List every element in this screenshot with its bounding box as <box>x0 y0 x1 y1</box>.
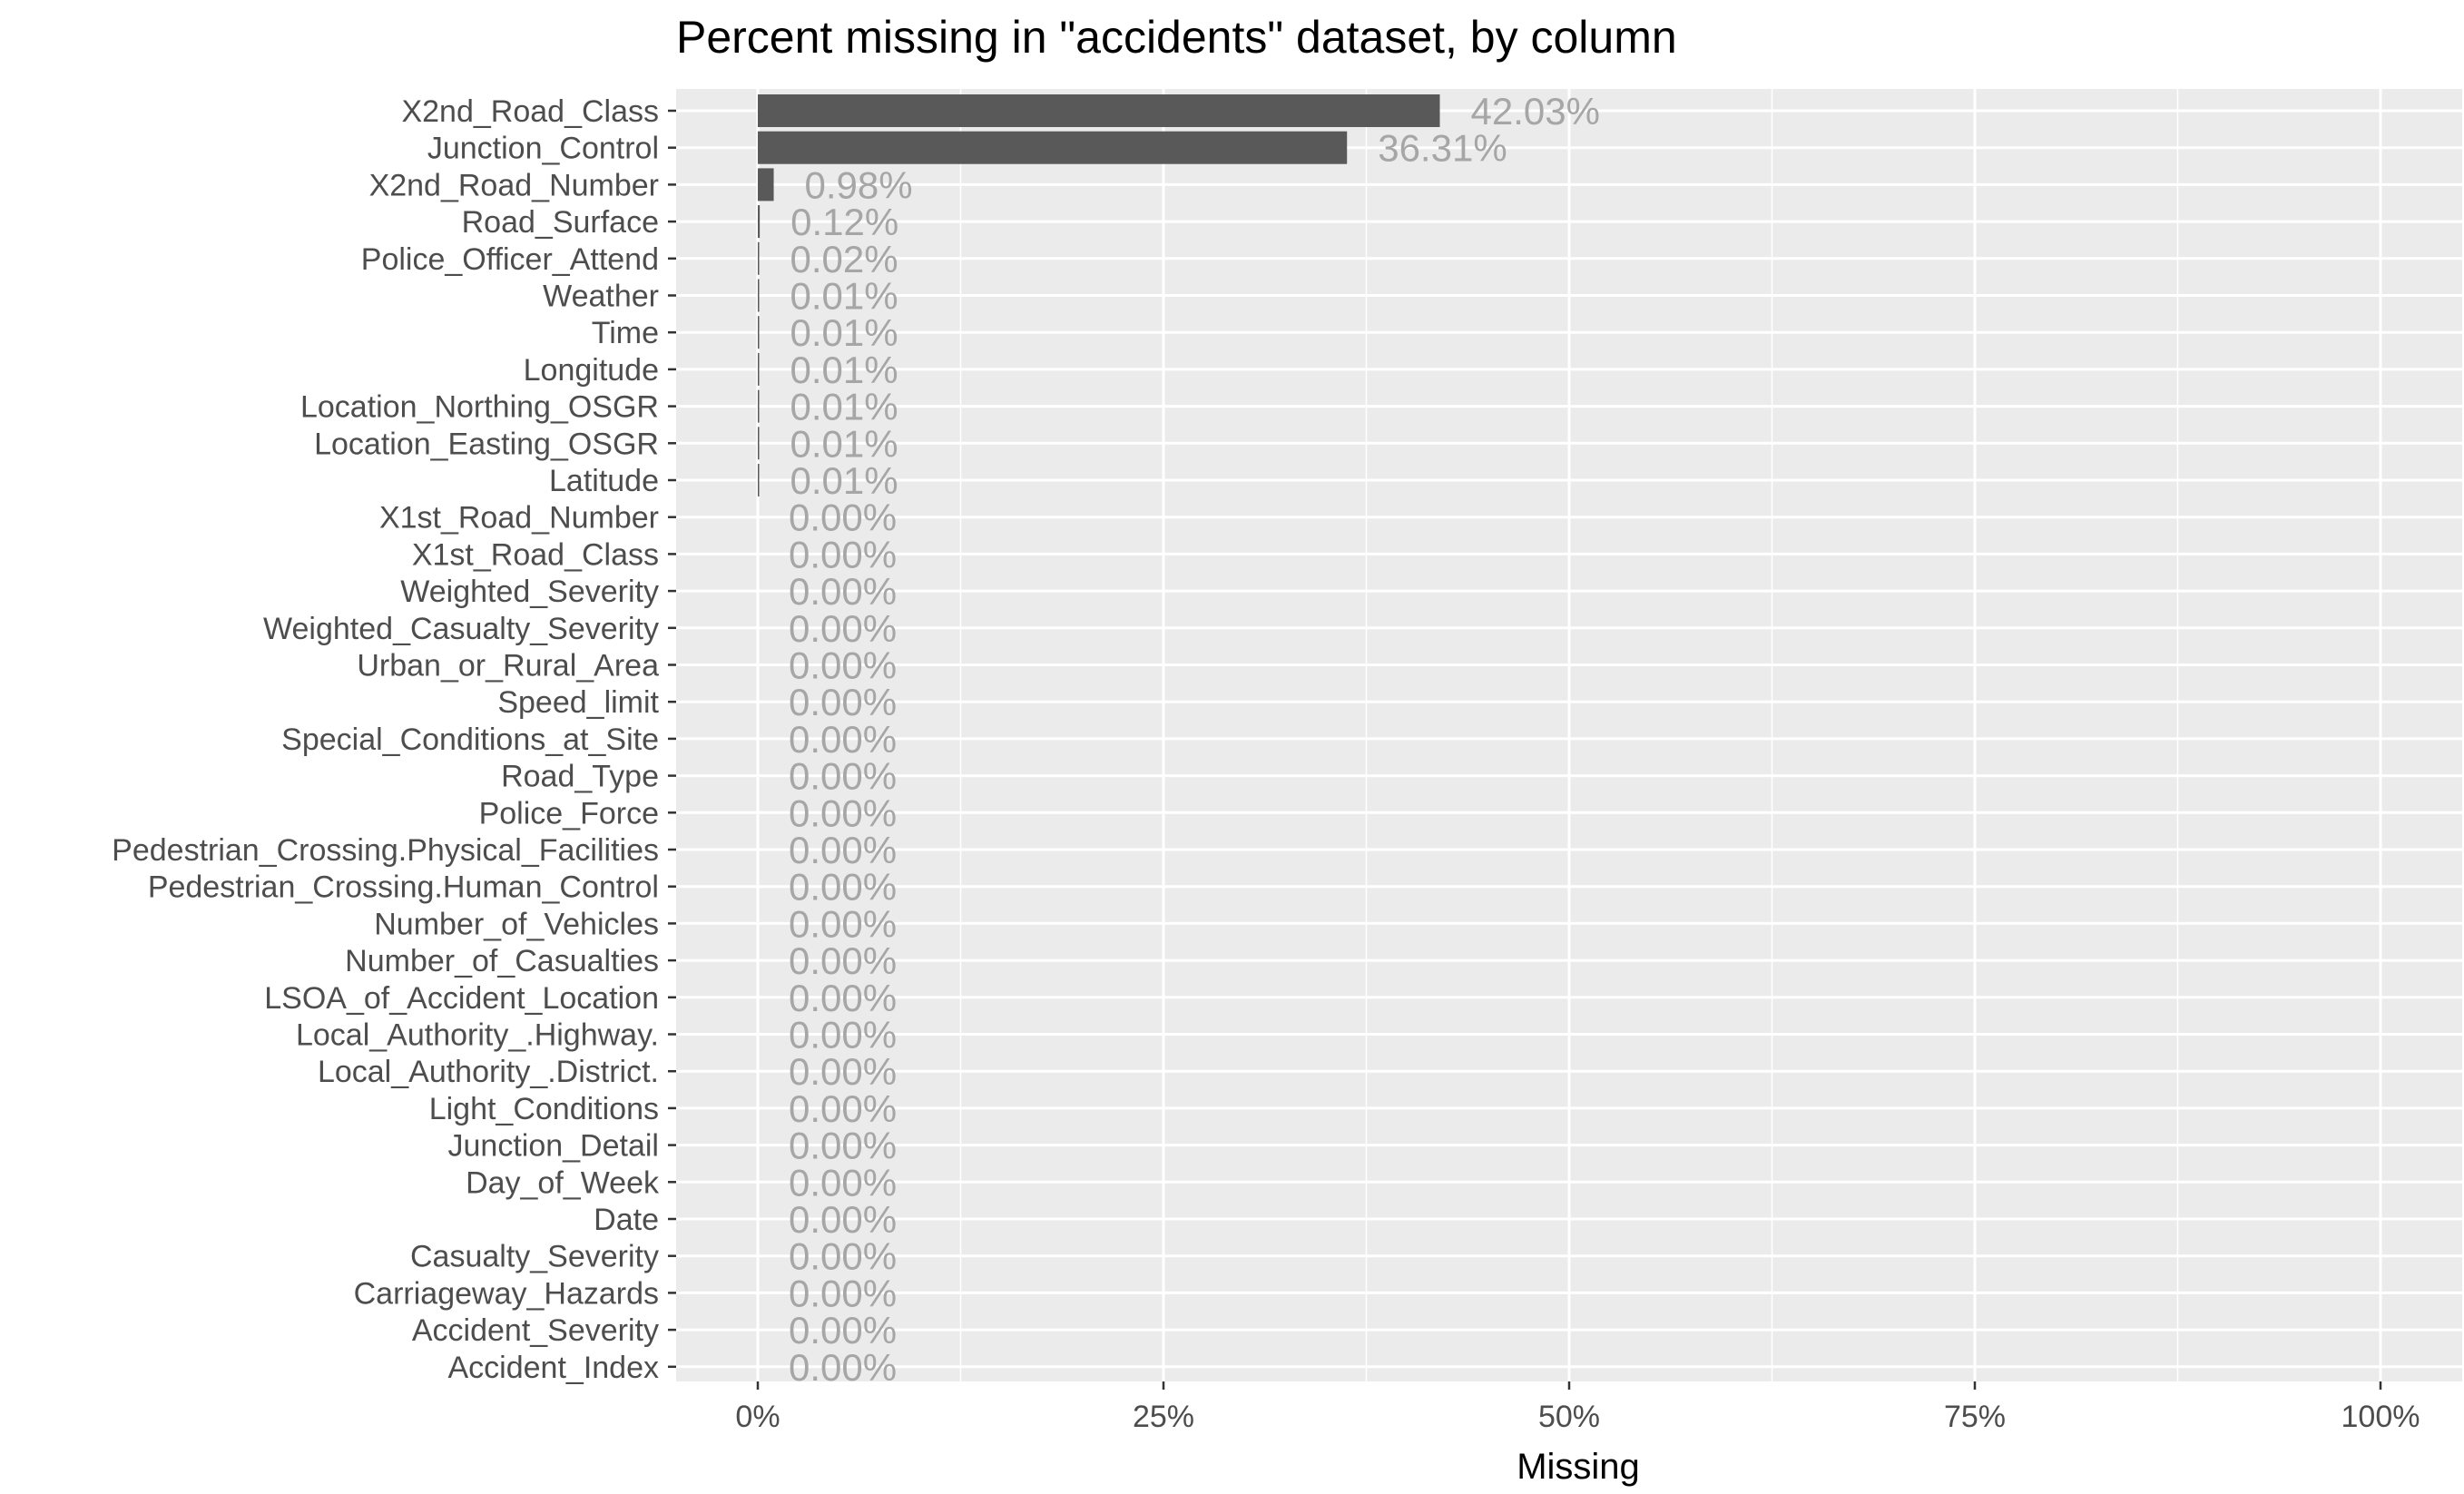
data-label: 0.00% <box>789 607 897 650</box>
data-label: 0.98% <box>805 163 913 206</box>
y-tick-label: Longitude <box>524 353 659 388</box>
data-label: 0.00% <box>789 1235 897 1278</box>
y-tick-label: Date <box>594 1203 659 1237</box>
y-tick-label: Accident_Index <box>448 1351 660 1385</box>
y-tick-label: Weather <box>543 280 659 314</box>
x-tick-label: 0% <box>735 1400 780 1434</box>
y-tick-label: Carriageway_Hazards <box>354 1276 659 1311</box>
data-label: 0.00% <box>789 1346 897 1389</box>
y-tick-label: Location_Easting_OSGR <box>314 427 659 461</box>
y-tick-label: Road_Type <box>501 760 659 794</box>
bar <box>758 131 1348 164</box>
data-label: 0.02% <box>790 238 898 280</box>
x-tick-label: 75% <box>1944 1400 2006 1434</box>
y-tick-label: Urban_or_Rural_Area <box>357 649 659 683</box>
y-tick-label: LSOA_of_Accident_Location <box>264 981 659 1016</box>
y-tick-label: Police_Officer_Attend <box>361 242 659 277</box>
data-label: 0.01% <box>790 459 898 502</box>
data-label: 0.00% <box>789 681 897 723</box>
y-tick-label: Latitude <box>549 464 659 498</box>
y-tick-label: X2nd_Road_Class <box>401 94 659 129</box>
y-tick-label: Police_Force <box>479 796 659 831</box>
x-tick-label: 25% <box>1133 1400 1194 1434</box>
y-tick-label: Pedestrian_Crossing.Physical_Facilities <box>112 833 659 868</box>
x-tick-label: 50% <box>1538 1400 1600 1434</box>
data-label: 0.00% <box>789 1161 897 1204</box>
bar <box>758 352 760 386</box>
data-label: 0.00% <box>789 718 897 761</box>
data-label: 36.31% <box>1378 127 1507 170</box>
data-label: 0.00% <box>789 939 897 982</box>
data-label: 0.00% <box>789 866 897 909</box>
data-label: 0.00% <box>789 1198 897 1241</box>
data-label: 0.00% <box>789 533 897 575</box>
data-label: 0.00% <box>789 496 897 539</box>
y-tick-label: Local_Authority_.District. <box>318 1055 659 1089</box>
data-labels: 42.03%36.31%0.98%0.12%0.02%0.01%0.01%0.0… <box>789 90 1600 1389</box>
data-label: 42.03% <box>1470 90 1599 133</box>
y-tick-label: X2nd_Road_Number <box>369 168 659 202</box>
y-tick-label: Number_of_Vehicles <box>374 907 659 941</box>
bar <box>758 279 760 312</box>
bar <box>758 316 760 349</box>
bar <box>758 168 774 201</box>
data-label: 0.00% <box>789 1272 897 1314</box>
data-label: 0.00% <box>789 1014 897 1057</box>
x-tick-label: 100% <box>2341 1400 2420 1434</box>
y-tick-label: Speed_limit <box>497 685 659 720</box>
y-tick-label: Junction_Detail <box>448 1129 659 1164</box>
y-tick-label: X1st_Road_Number <box>379 501 659 536</box>
data-label: 0.00% <box>789 977 897 1019</box>
data-label: 0.00% <box>789 1050 897 1093</box>
y-tick-label: Local_Authority_.Highway. <box>296 1018 659 1053</box>
y-tick-label: Time <box>592 316 659 350</box>
data-label: 0.01% <box>790 349 898 391</box>
y-axis: X2nd_Road_ClassJunction_ControlX2nd_Road… <box>112 94 676 1385</box>
y-tick-label: Weighted_Casualty_Severity <box>263 612 659 646</box>
y-tick-label: Day_of_Week <box>466 1165 660 1200</box>
bar <box>758 389 760 423</box>
data-label: 0.00% <box>789 644 897 687</box>
bar <box>758 427 760 460</box>
x-axis-title: Missing <box>1517 1447 1640 1487</box>
y-tick-label: Road_Surface <box>462 205 659 240</box>
y-tick-label: Weighted_Severity <box>400 575 659 609</box>
y-tick-label: Special_Conditions_at_Site <box>281 722 659 757</box>
bar <box>758 464 760 496</box>
data-label: 0.00% <box>789 902 897 945</box>
bars <box>758 94 1440 496</box>
y-tick-label: X1st_Road_Class <box>412 537 659 572</box>
y-tick-label: Junction_Control <box>427 132 659 166</box>
data-label: 0.00% <box>789 829 897 871</box>
minor-gridlines <box>959 89 2179 1381</box>
data-label: 0.00% <box>789 570 897 613</box>
data-label: 0.01% <box>790 275 898 318</box>
data-label: 0.00% <box>789 1125 897 1167</box>
y-tick-label: Pedestrian_Crossing.Human_Control <box>148 870 659 905</box>
data-label: 0.12% <box>790 201 898 243</box>
bar <box>758 94 1440 127</box>
chart-title: Percent missing in "accidents" dataset, … <box>676 12 1677 63</box>
data-label: 0.01% <box>790 422 898 465</box>
data-label: 0.00% <box>789 791 897 834</box>
y-tick-label: Number_of_Casualties <box>345 944 659 978</box>
x-axis: 0% 25% 50% 75% 100% <box>735 1381 2420 1434</box>
bar <box>758 241 760 275</box>
data-label: 0.00% <box>789 1087 897 1130</box>
data-label: 0.00% <box>789 1309 897 1351</box>
y-tick-label: Location_Northing_OSGR <box>300 390 659 425</box>
data-label: 0.01% <box>790 386 898 428</box>
y-tick-label: Casualty_Severity <box>410 1240 659 1274</box>
y-tick-label: Light_Conditions <box>429 1092 659 1126</box>
data-label: 0.01% <box>790 311 898 354</box>
bar <box>758 205 761 239</box>
y-tick-label: Accident_Severity <box>412 1313 659 1348</box>
data-label: 0.00% <box>789 755 897 798</box>
